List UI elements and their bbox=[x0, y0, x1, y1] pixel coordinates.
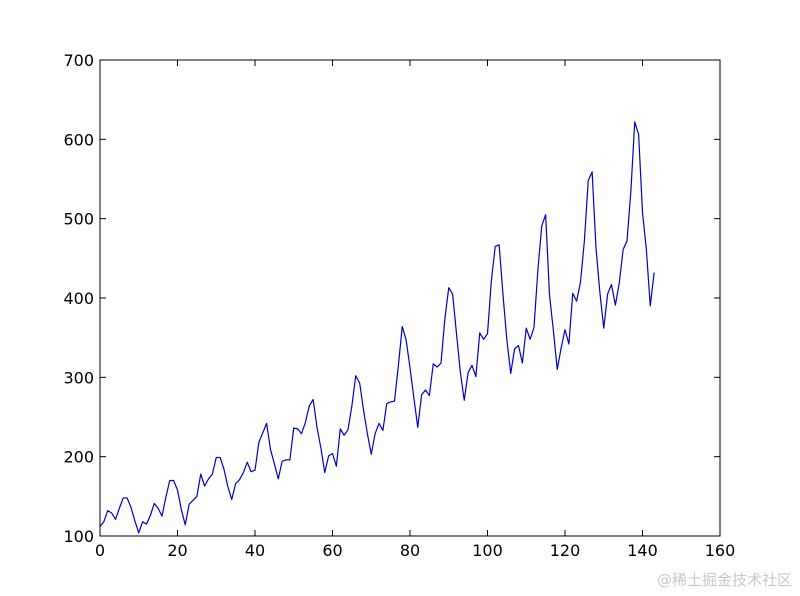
x-tick-label: 0 bbox=[95, 541, 105, 560]
x-tick-label: 20 bbox=[167, 541, 187, 560]
x-tick-label: 140 bbox=[627, 541, 658, 560]
y-tick-label: 300 bbox=[63, 368, 94, 387]
watermark: @稀土掘金技术社区 bbox=[656, 571, 792, 589]
y-tick-label: 600 bbox=[63, 130, 94, 149]
series-line bbox=[99, 121, 655, 534]
y-tick-label: 500 bbox=[63, 210, 94, 229]
x-tick-label: 80 bbox=[400, 541, 420, 560]
plot-frame bbox=[99, 59, 721, 537]
x-axis: 0 20 40 60 80 100 120 140 160 bbox=[95, 60, 735, 560]
x-tick-label: 100 bbox=[472, 541, 503, 560]
x-tick-label: 120 bbox=[550, 541, 581, 560]
y-tick-label: 100 bbox=[63, 527, 94, 546]
y-tick-label: 700 bbox=[63, 51, 94, 70]
y-tick-label: 200 bbox=[63, 448, 94, 467]
x-tick-label: 160 bbox=[705, 541, 736, 560]
y-axis: 100 200 300 400 500 600 700 bbox=[63, 51, 720, 546]
plot-area bbox=[99, 121, 655, 534]
y-tick-label: 400 bbox=[63, 289, 94, 308]
x-tick-label: 40 bbox=[245, 541, 265, 560]
x-tick-label: 60 bbox=[322, 541, 342, 560]
